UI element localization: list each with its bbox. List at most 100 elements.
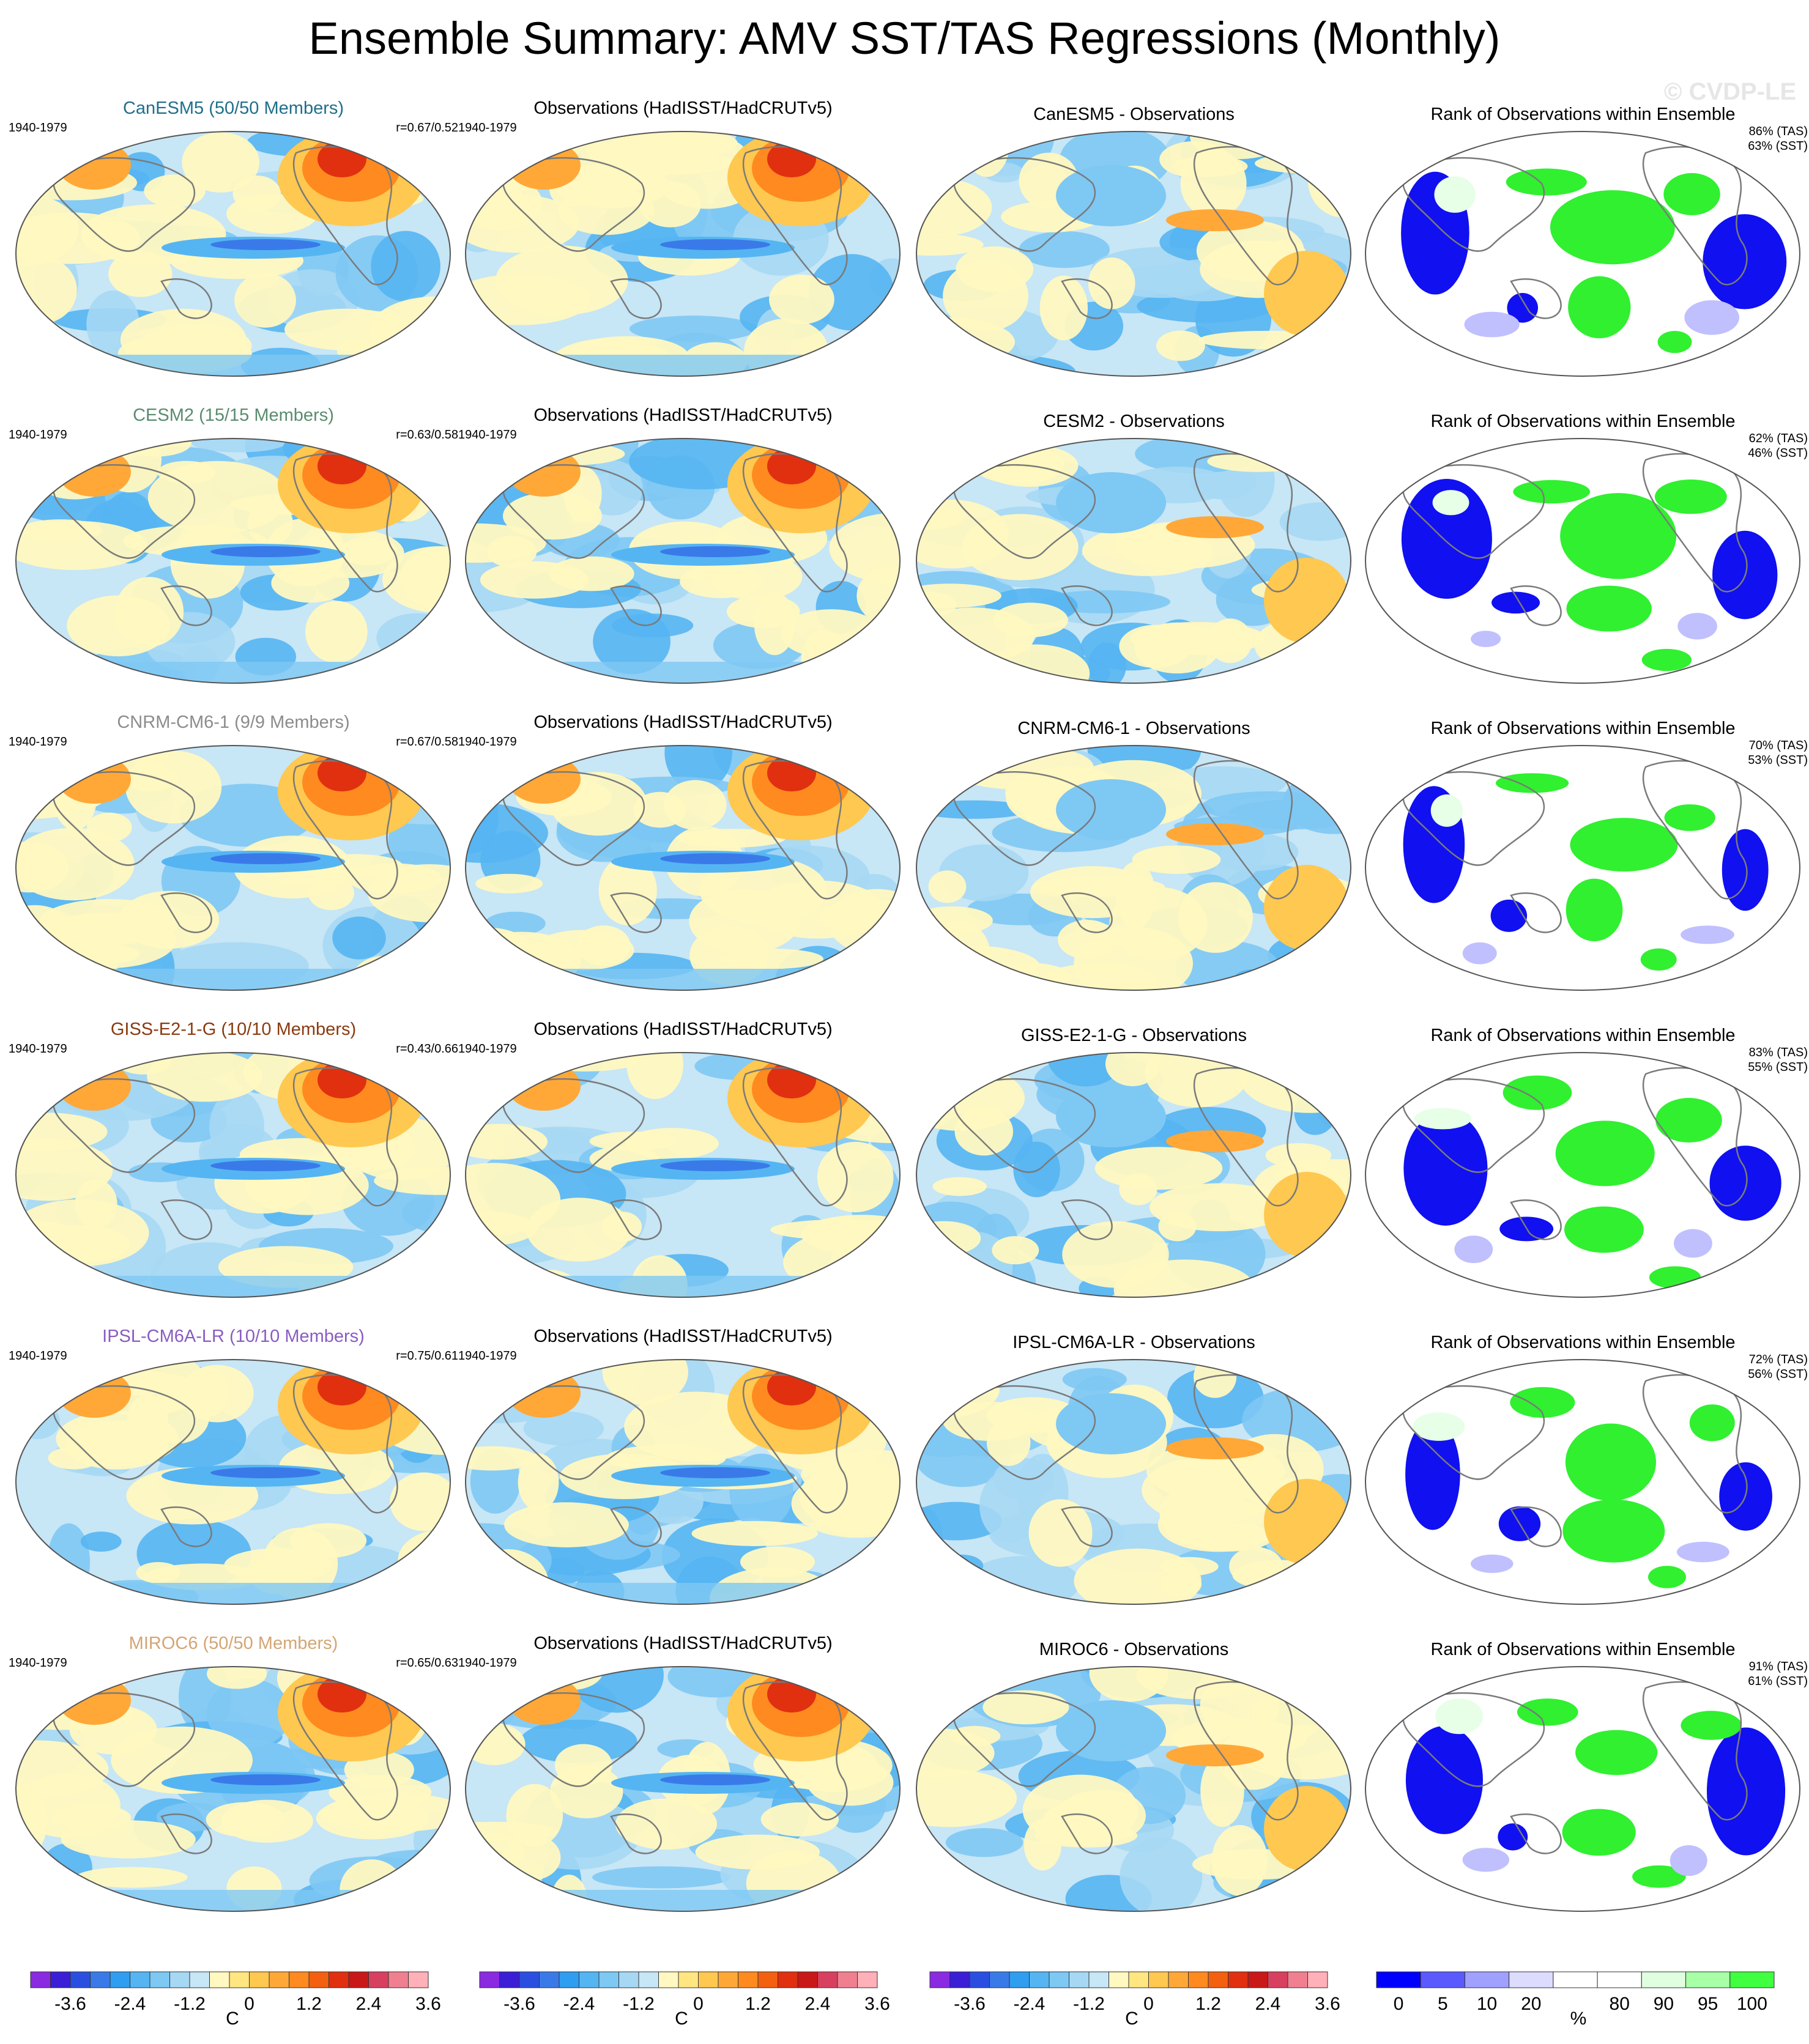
- colorbar-swatch: [70, 1971, 91, 1988]
- panel-title: Observations (HadISST/HadCRUTv5): [533, 98, 833, 118]
- map-region: [232, 175, 281, 212]
- map-border: [15, 745, 451, 991]
- colorbar-swatch: [1128, 1971, 1149, 1988]
- map-region: [1566, 878, 1623, 941]
- colorbar-swatch: [837, 1971, 858, 1988]
- map-region: [626, 1053, 684, 1100]
- map-region: [284, 308, 409, 351]
- map-region: [817, 900, 900, 934]
- map-region: [660, 1467, 770, 1478]
- coastline: [53, 1078, 196, 1173]
- rank-sst-label: 53% (SST): [1748, 754, 1808, 767]
- colorbar-swatch: [209, 1971, 230, 1988]
- colorbar-swatch: [658, 1971, 679, 1988]
- map-region: [58, 1369, 131, 1418]
- colorbar-swatch: [269, 1971, 289, 1988]
- map-region: [1513, 480, 1590, 504]
- colorbar-tick-label: -2.4: [114, 1994, 146, 2014]
- map-region: [1676, 1541, 1729, 1563]
- colorbar-swatch: [1009, 1971, 1030, 1988]
- map-region: [340, 536, 397, 566]
- period-label: 1940-1979: [458, 1042, 517, 1056]
- map-region: [507, 141, 581, 190]
- colorbar-swatch: [1685, 1971, 1731, 1988]
- map-rank: [1365, 1052, 1800, 1298]
- map-region: [814, 439, 853, 467]
- map-border: [916, 131, 1351, 377]
- map-region: [1471, 1554, 1514, 1573]
- map-region: [916, 1065, 1025, 1131]
- map-region: [466, 1821, 558, 1842]
- map-region: [1462, 942, 1497, 965]
- map-region: [767, 448, 816, 484]
- map-region: [332, 916, 386, 960]
- colorbar-tick-label: 5: [1438, 1994, 1448, 2014]
- map-region: [660, 1160, 770, 1171]
- map-border: [15, 1359, 451, 1605]
- coastline: [1402, 1385, 1545, 1480]
- map-region: [823, 1053, 879, 1081]
- map-region: [507, 1369, 581, 1418]
- map-region: [502, 492, 602, 540]
- map-region: [65, 1420, 169, 1470]
- map-region: [1654, 480, 1727, 514]
- map-region: [797, 1886, 848, 1911]
- map-region: [932, 1177, 987, 1196]
- colorbar-swatch: [110, 1971, 130, 1988]
- colorbar-swatch: [1509, 1971, 1554, 1988]
- map-obs: [465, 438, 901, 684]
- map-region: [16, 828, 135, 901]
- panel-rank-1: Rank of Observations within Ensemble 62% …: [1358, 405, 1808, 692]
- colorbar-tick-label: 10: [1477, 1994, 1497, 2014]
- coastline: [160, 1506, 212, 1547]
- map-region: [781, 609, 882, 659]
- colorbar-tick-label: 3.6: [1315, 1994, 1340, 2014]
- coastline: [610, 892, 662, 933]
- map-region: [1250, 654, 1325, 683]
- map-region: [760, 1802, 839, 1837]
- map-region: [801, 1450, 900, 1500]
- panel-title: GISS-E2-1-G (10/10 Members): [110, 1020, 357, 1039]
- map-region: [1202, 791, 1336, 822]
- map-region: [660, 853, 770, 864]
- map-region: [466, 274, 590, 325]
- colorbar-tick-label: 1.2: [745, 1994, 771, 2014]
- colorbar-tick-label: 2.4: [1255, 1994, 1281, 2014]
- coastline: [53, 1385, 196, 1480]
- colorbar-swatch: [618, 1971, 639, 1988]
- panel-rank-2: Rank of Observations within Ensemble 70% …: [1358, 712, 1808, 999]
- map-region: [1132, 845, 1221, 874]
- map-region: [1310, 1068, 1351, 1091]
- map-region: [58, 755, 131, 804]
- map-border: [916, 745, 1351, 991]
- colorbar-tick-label: -3.6: [954, 1994, 986, 2014]
- panel-model-2: CNRM-CM6-1 (9/9 Members) 1940-1979 r=0.67/…: [9, 712, 458, 999]
- colorbar-tick-label: 80: [1610, 1994, 1630, 2014]
- map-region: [1166, 823, 1264, 845]
- panel-model-4: IPSL-CM6A-LR (10/10 Members) 1940-1979 r=0…: [9, 1326, 458, 1613]
- rank-sst-label: 61% (SST): [1748, 1675, 1808, 1688]
- coastline: [953, 771, 1096, 866]
- coastline: [953, 1385, 1096, 1480]
- map-region: [467, 1554, 517, 1585]
- period-label: 1940-1979: [9, 121, 67, 135]
- map-region: [1134, 622, 1220, 674]
- map-region: [992, 1236, 1039, 1265]
- map-region: [486, 535, 537, 568]
- map-border: [15, 1666, 451, 1912]
- map-region: [1566, 585, 1652, 632]
- panel-obs-2: Observations (HadISST/HadCRUTv5) 1940-197…: [458, 712, 908, 999]
- colorbar-swatch: [757, 1971, 778, 1988]
- panel-title: Observations (HadISST/HadCRUTv5): [533, 1634, 833, 1653]
- period-label: 1940-1979: [9, 1656, 67, 1670]
- map-region: [16, 1138, 113, 1201]
- rank-sst-label: 55% (SST): [1748, 1061, 1808, 1074]
- rank-tas-label: 83% (TAS): [1748, 1046, 1808, 1059]
- correlation-label: r=0.63/0.58: [396, 428, 458, 442]
- colorbar-unit: C: [1125, 2009, 1139, 2029]
- map-region: [1056, 472, 1166, 533]
- panel-diff-0: CanESM5 - Observations: [909, 98, 1359, 385]
- panel-title: CanESM5 (50/50 Members): [122, 98, 344, 118]
- map-border: [1365, 1359, 1800, 1605]
- map-region: [916, 1221, 981, 1256]
